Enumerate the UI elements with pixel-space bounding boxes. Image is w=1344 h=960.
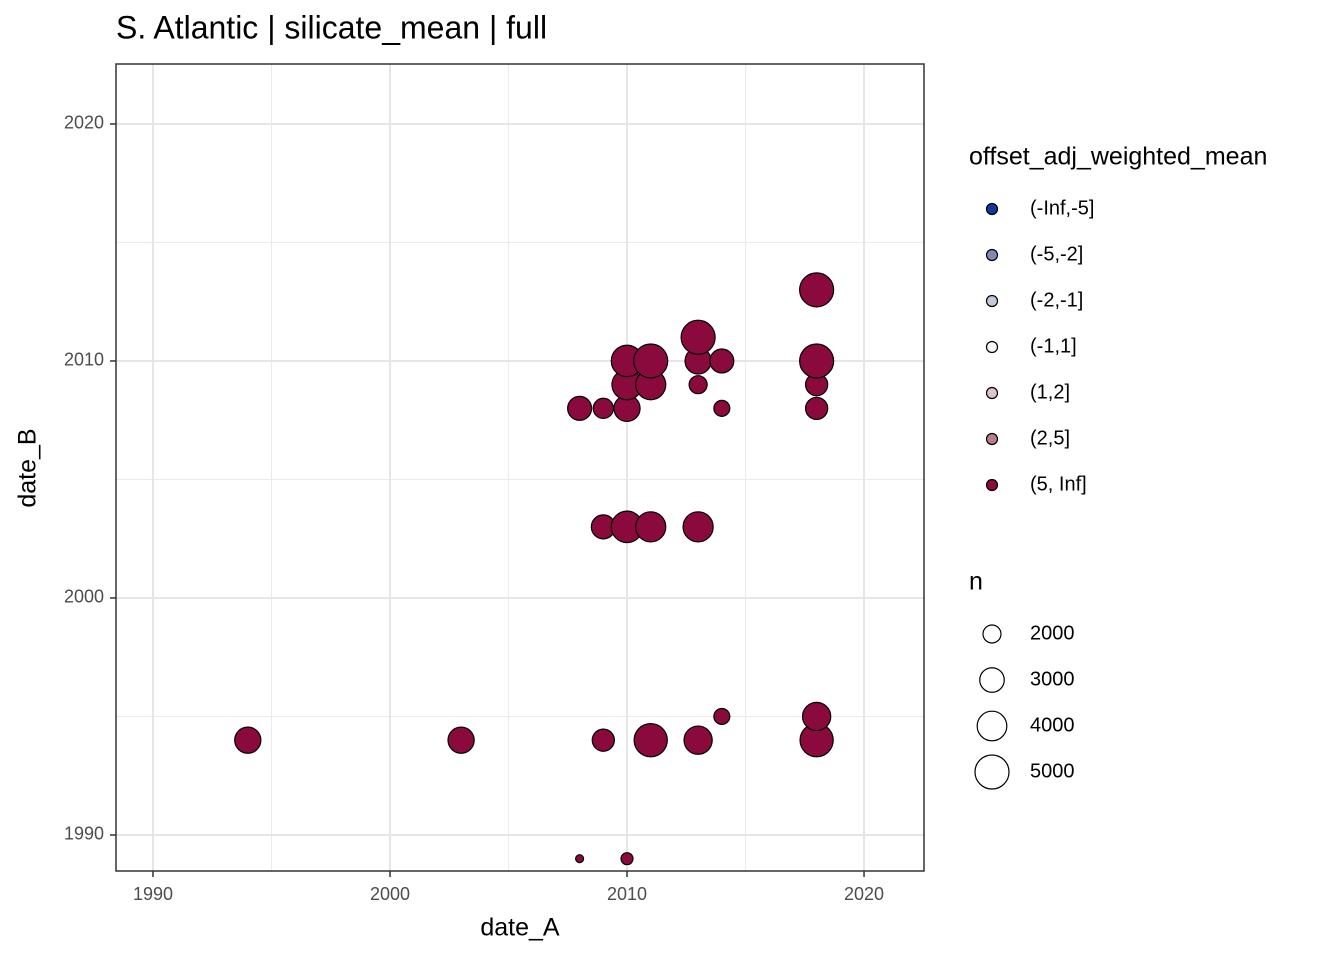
y-tick-label: 2000	[64, 587, 104, 607]
size-legend-label: 4000	[1030, 714, 1075, 736]
point	[709, 348, 735, 374]
legend-key	[985, 202, 999, 216]
legend-label: (-5,-2]	[1030, 243, 1083, 265]
point	[633, 343, 669, 379]
legend-key	[985, 478, 999, 492]
legend-key	[985, 294, 999, 308]
x-tick-label: 2020	[844, 884, 884, 904]
x-tick-label: 2000	[370, 884, 410, 904]
y-tick-label: 2020	[64, 113, 104, 133]
x-axis-title: date_A	[480, 914, 560, 942]
legend-key	[985, 340, 999, 354]
size-legend-label: 3000	[1030, 668, 1075, 690]
plot-border	[115, 63, 925, 872]
point	[688, 375, 708, 395]
size-legend-key	[976, 710, 1008, 742]
point	[799, 272, 835, 308]
size-legend-title: n	[969, 568, 983, 596]
legend-label: (5, Inf]	[1030, 473, 1087, 495]
point	[620, 852, 634, 866]
size-legend-key	[979, 667, 1005, 693]
point	[799, 343, 835, 379]
point	[567, 395, 593, 421]
size-legend-label: 2000	[1030, 622, 1075, 644]
point	[592, 397, 614, 420]
point	[804, 396, 829, 421]
x-tick-label: 1990	[133, 884, 173, 904]
point	[713, 399, 731, 417]
legend-label: (-1,1]	[1030, 335, 1077, 357]
legend-key	[985, 248, 999, 262]
point	[447, 726, 475, 754]
legend-label: (1,2]	[1030, 381, 1070, 403]
point	[591, 728, 615, 752]
y-tick-label: 1990	[64, 824, 104, 844]
chart-title: S. Atlantic | silicate_mean | full	[116, 9, 547, 45]
size-legend-key	[974, 754, 1010, 790]
point	[682, 511, 714, 543]
legend-key	[985, 432, 999, 446]
x-tick-label: 2010	[607, 884, 647, 904]
legend-label: (-Inf,-5]	[1030, 197, 1094, 219]
size-legend-key	[982, 624, 1002, 644]
point	[801, 701, 832, 732]
point	[633, 722, 668, 758]
y-axis-title: date_B	[14, 428, 42, 507]
point	[713, 707, 731, 726]
point	[680, 319, 716, 355]
point	[683, 725, 713, 755]
y-tick-label: 2010	[64, 350, 104, 370]
legend-label: (-2,-1]	[1030, 289, 1083, 311]
point	[635, 511, 667, 543]
legend-label: (2,5]	[1030, 427, 1070, 449]
legend-title: offset_adj_weighted_mean	[969, 143, 1267, 171]
legend-key	[985, 386, 999, 400]
point	[234, 726, 262, 754]
point	[575, 854, 585, 864]
size-legend-label: 5000	[1030, 760, 1075, 782]
